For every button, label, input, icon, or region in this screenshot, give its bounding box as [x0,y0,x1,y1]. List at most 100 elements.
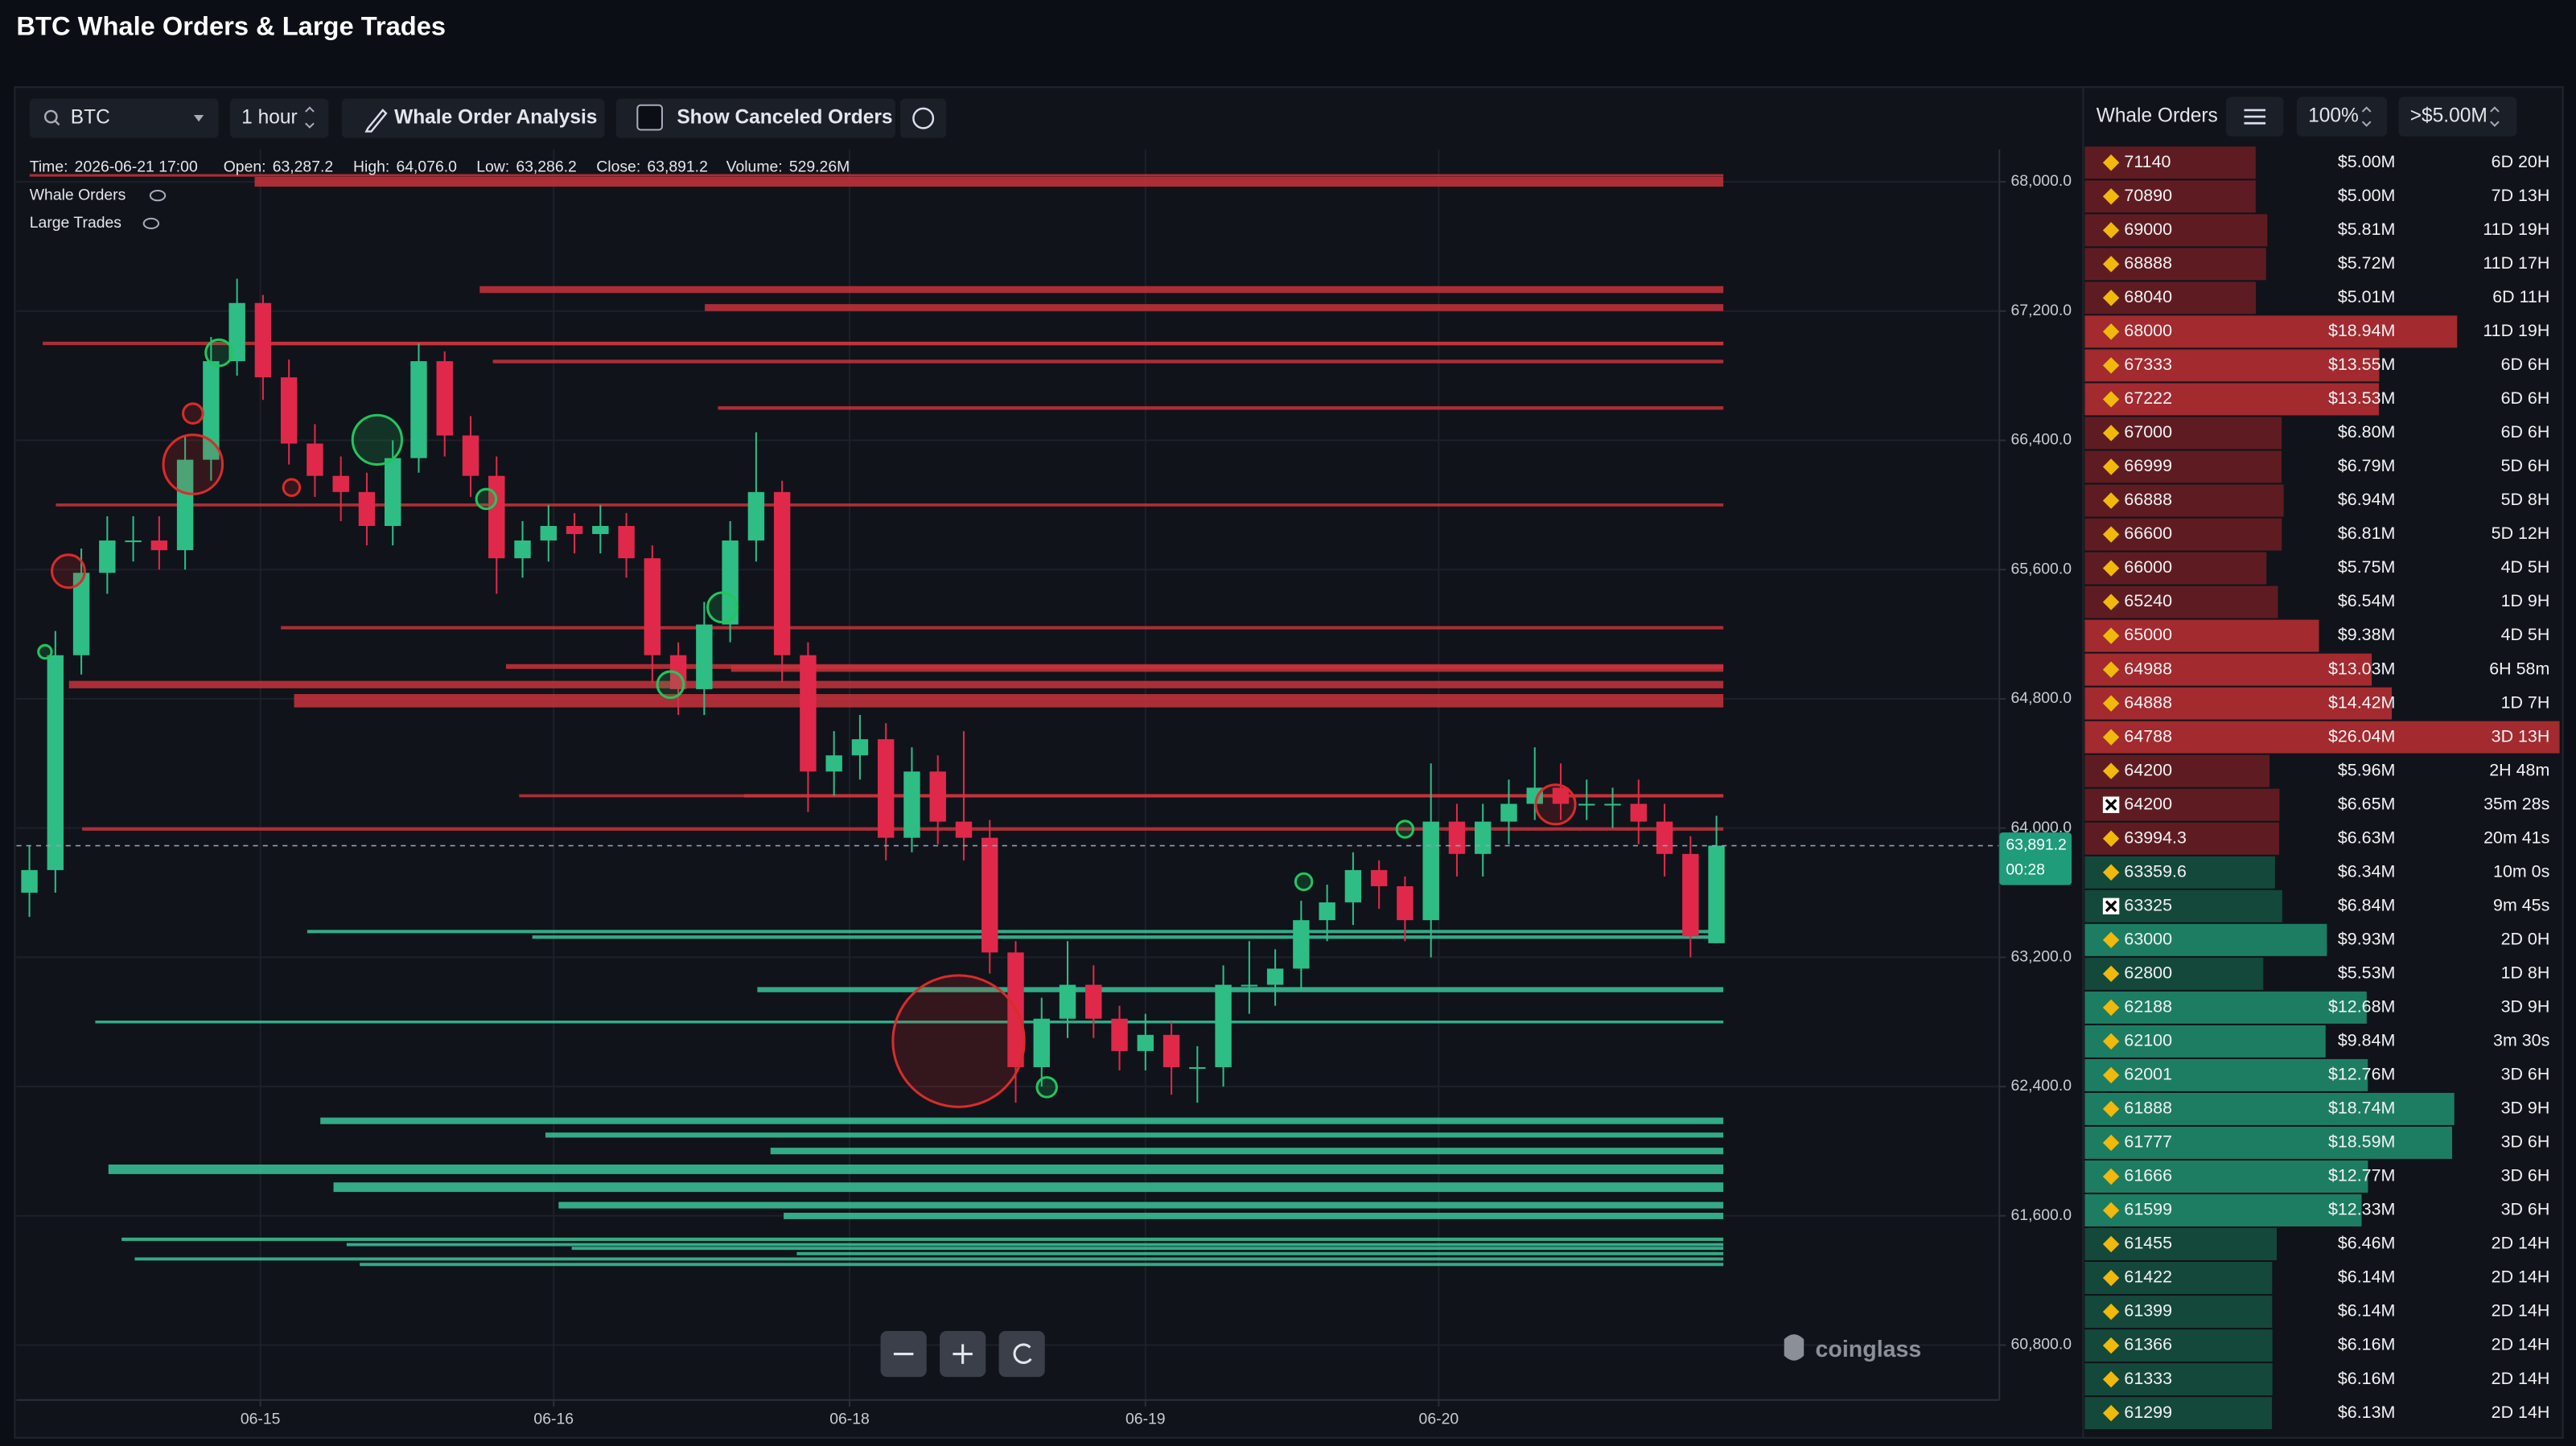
order-price: 67000 [2124,422,2172,442]
info-item: Time: 2026-06-21 17:00 [30,158,198,176]
eye-icon[interactable] [142,217,160,230]
candle-body [644,558,661,655]
size-select[interactable] [2398,97,2517,137]
order-age: 5D 8H [2501,490,2550,509]
large-trade [656,670,685,700]
reset-button[interactable] [998,1330,1045,1378]
eye-icon[interactable] [149,189,167,202]
order-amount: $13.55M [2328,355,2395,374]
order-age: 1D 7H [2501,692,2550,712]
order-amount: $12.33M [2328,1200,2395,1219]
order-row: 68040 $5.01M 6D 11H [2084,281,2549,314]
order-age: 2D 14H [2492,1335,2550,1354]
candle-body [1344,869,1362,903]
order-age: 5D 6H [2501,456,2550,475]
candle-body [592,525,609,535]
order-age: 6D 11H [2492,287,2549,306]
order-age: 20m 41s [2483,828,2549,847]
exchange-icon [2102,1235,2120,1253]
candle-body [1085,984,1102,1019]
search-icon [43,109,58,124]
exchange-icon [2102,729,2120,746]
depth-select[interactable] [2296,97,2388,137]
order-price: 62100 [2124,1031,2172,1050]
exchange-icon [2102,188,2120,205]
palette-button[interactable] [900,98,947,138]
large-trade [37,643,53,660]
exchange-icon [2102,1033,2120,1050]
candle-body [99,540,116,573]
x-tick-label: 06-18 [829,1410,870,1428]
exchange-icon [2102,391,2120,408]
candle-body [1370,869,1388,886]
exchange-icon [2102,864,2120,881]
exchange-icon [2102,256,2120,273]
depth-bar [2084,1058,2368,1091]
exchange-icon [2102,560,2120,577]
watermark-text: coinglass [1816,1337,1922,1362]
candle-body [722,540,739,625]
info-caption: Open: [224,158,266,176]
large-trade [1294,872,1314,892]
analysis-button[interactable] [341,98,605,138]
order-row: 61777 $18.59M 3D 6H [2084,1126,2549,1159]
y-tick-label: 64,000.0 [2011,819,2072,836]
info-caption: High: [353,158,389,176]
order-price: 61777 [2124,1132,2172,1152]
order-age: 10m 0s [2493,861,2549,881]
info-caption: Low: [476,158,509,176]
checkbox[interactable] [636,104,663,131]
order-row: 66888 $6.94M 5D 8H [2084,484,2550,517]
candle-body [462,435,479,476]
order-price: 66600 [2124,524,2172,543]
order-age: 2D 14H [2492,1234,2550,1253]
legend-item[interactable]: Large Trades [30,214,121,232]
order-row: 68888 $5.72M 11D 17H [2084,248,2549,281]
large-trade [351,413,404,466]
canceled-toggle[interactable] [615,98,895,138]
order-age: 3D 6H [2501,1065,2550,1084]
order-age: 2D 0H [2501,929,2550,948]
order-price: 64988 [2124,659,2172,678]
order-price: 70890 [2124,186,2172,205]
candle-body [385,458,401,526]
candle-body [1448,821,1466,854]
order-row: 63325 $6.84M 9m 45s [2084,889,2549,922]
order-age: 3D 6H [2501,1166,2550,1185]
order-row: 62800 $5.53M 1D 8H [2084,957,2550,990]
depth-bar [2084,653,2372,686]
symbol-text: BTC [71,107,110,129]
order-amount: $14.42M [2328,692,2395,712]
order-row: 61333 $6.16M 2D 14H [2084,1363,2549,1396]
candle-body [150,540,168,551]
plus-icon [953,1344,973,1364]
order-amount: $6.14M [2338,1301,2395,1321]
info-item: Volume: 529.26M [726,158,850,176]
order-price: 67333 [2124,355,2172,374]
analysis-text: Whale Order Analysis [394,107,597,129]
order-price: 64200 [2124,760,2172,779]
order-price: 69000 [2124,220,2172,239]
order-age: 1D 8H [2501,963,2550,982]
info-value: 63,286.2 [516,158,576,176]
order-price: 64888 [2124,692,2172,712]
symbol-select[interactable] [29,98,219,138]
candle-body [332,475,349,492]
order-price: 61599 [2124,1200,2172,1219]
order-amount: $6.16M [2338,1369,2395,1388]
palette-icon [912,107,935,129]
order-amount: $5.53M [2338,963,2395,982]
spin-icon [2490,106,2500,127]
order-panel-title: Whale Orders [2097,105,2218,127]
order-amount: $6.14M [2338,1267,2395,1287]
order-amount: $6.94M [2338,490,2395,509]
depth-bar [2084,1092,2455,1125]
depth-bar [2084,383,2380,416]
order-row: 62100 $9.84M 3m 30s [2084,1025,2549,1058]
order-row: 63000 $9.93M 2D 0H [2084,923,2550,956]
order-amount: $6.54M [2338,591,2395,610]
interval-select[interactable] [229,98,329,138]
order-amount: $5.72M [2338,253,2395,273]
legend-item[interactable]: Whale Orders [30,186,126,203]
large-trade [182,402,204,425]
